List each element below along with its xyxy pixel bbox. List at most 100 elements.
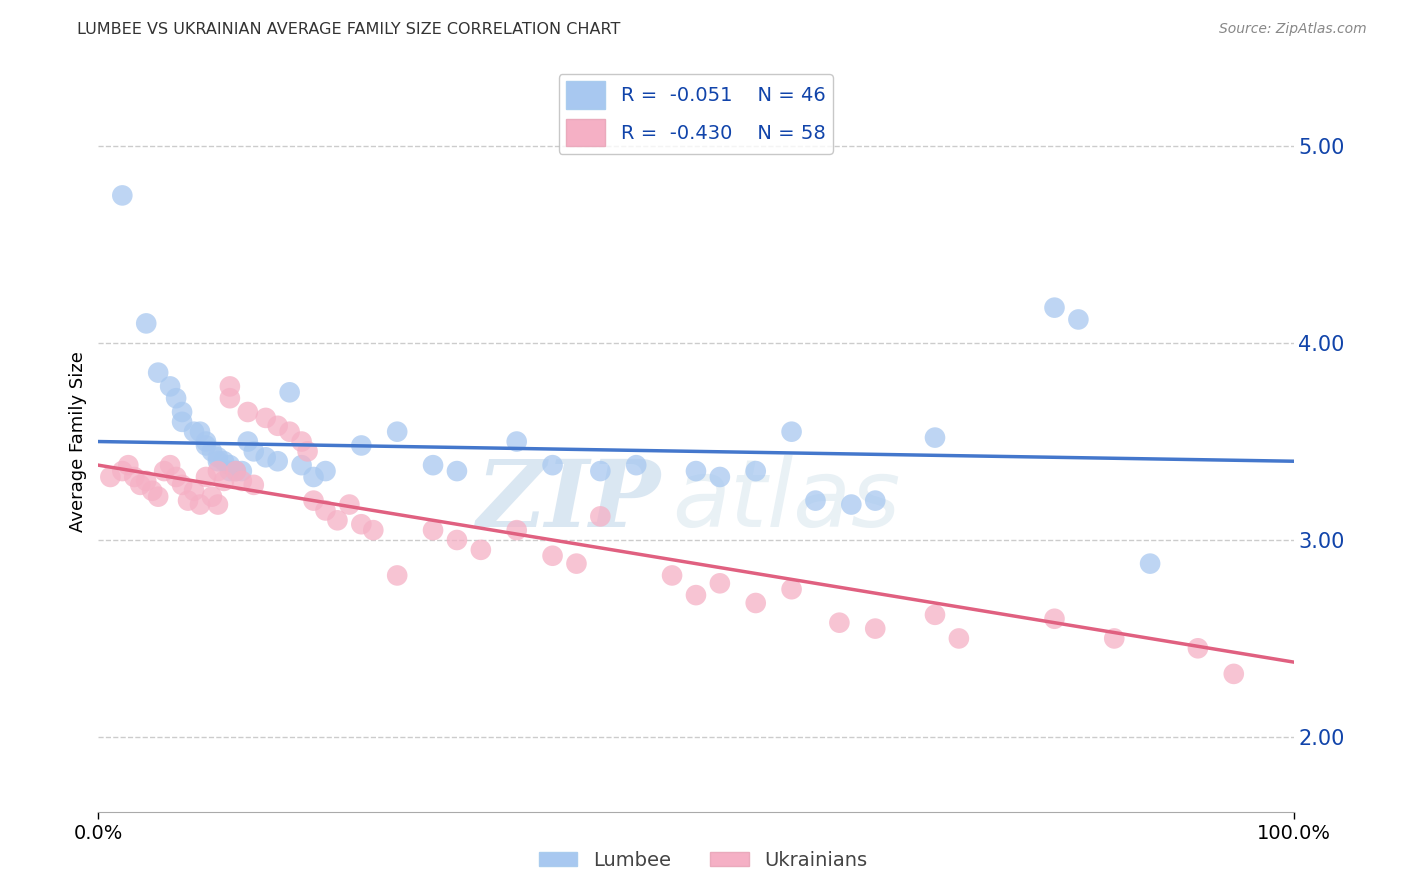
Point bbox=[267, 454, 290, 468]
Point bbox=[267, 418, 290, 433]
Point bbox=[188, 498, 211, 512]
Point bbox=[188, 425, 211, 439]
Point bbox=[315, 464, 337, 478]
Point bbox=[165, 391, 187, 405]
Point bbox=[117, 458, 139, 472]
Point bbox=[1043, 301, 1066, 315]
Point bbox=[446, 533, 468, 547]
Point bbox=[541, 549, 564, 563]
Point bbox=[153, 464, 176, 478]
Point bbox=[804, 493, 827, 508]
Point bbox=[291, 434, 314, 449]
Point bbox=[148, 366, 170, 380]
Point bbox=[302, 470, 325, 484]
Point bbox=[685, 464, 707, 478]
Point bbox=[315, 503, 337, 517]
Point bbox=[565, 557, 588, 571]
Point bbox=[98, 470, 122, 484]
Point bbox=[339, 498, 361, 512]
Y-axis label: Average Family Size: Average Family Size bbox=[69, 351, 87, 532]
Text: atlas: atlas bbox=[672, 455, 900, 546]
Point bbox=[231, 464, 253, 478]
Point bbox=[165, 470, 187, 484]
Text: LUMBEE VS UKRAINIAN AVERAGE FAMILY SIZE CORRELATION CHART: LUMBEE VS UKRAINIAN AVERAGE FAMILY SIZE … bbox=[77, 22, 620, 37]
Point bbox=[135, 474, 157, 488]
Point bbox=[709, 576, 731, 591]
Point bbox=[865, 493, 887, 508]
Point bbox=[541, 458, 564, 472]
Point bbox=[685, 588, 707, 602]
Point bbox=[243, 444, 266, 458]
Point bbox=[212, 474, 235, 488]
Point bbox=[159, 379, 181, 393]
Point bbox=[219, 458, 242, 472]
Point bbox=[207, 498, 229, 512]
Point bbox=[948, 632, 970, 646]
Point bbox=[195, 470, 218, 484]
Point bbox=[111, 464, 134, 478]
Point bbox=[291, 458, 314, 472]
Point bbox=[207, 450, 229, 465]
Point bbox=[1043, 612, 1066, 626]
Point bbox=[183, 425, 205, 439]
Point bbox=[212, 454, 235, 468]
Point bbox=[1187, 641, 1209, 656]
Point bbox=[201, 444, 224, 458]
Point bbox=[470, 542, 492, 557]
Point bbox=[350, 517, 373, 532]
Point bbox=[225, 464, 247, 478]
Point bbox=[195, 434, 218, 449]
Point bbox=[589, 464, 612, 478]
Point bbox=[297, 444, 319, 458]
Point bbox=[589, 509, 612, 524]
Point bbox=[422, 458, 444, 472]
Point bbox=[111, 188, 134, 202]
Point bbox=[841, 498, 863, 512]
Point bbox=[207, 454, 229, 468]
Point bbox=[1139, 557, 1161, 571]
Point bbox=[506, 434, 529, 449]
Point bbox=[135, 317, 157, 331]
Point bbox=[278, 425, 301, 439]
Point bbox=[243, 478, 266, 492]
Point bbox=[219, 379, 242, 393]
Point bbox=[124, 470, 146, 484]
Legend: R =  -0.051    N = 46, R =  -0.430    N = 58: R = -0.051 N = 46, R = -0.430 N = 58 bbox=[558, 74, 834, 154]
Point bbox=[278, 385, 301, 400]
Point bbox=[326, 513, 349, 527]
Point bbox=[924, 431, 946, 445]
Point bbox=[506, 523, 529, 537]
Point bbox=[201, 490, 224, 504]
Point bbox=[446, 464, 468, 478]
Point bbox=[865, 622, 887, 636]
Point bbox=[385, 425, 409, 439]
Point bbox=[207, 464, 229, 478]
Point bbox=[177, 493, 200, 508]
Point bbox=[302, 493, 325, 508]
Point bbox=[780, 425, 803, 439]
Point bbox=[780, 582, 803, 597]
Point bbox=[422, 523, 444, 537]
Point bbox=[254, 411, 277, 425]
Text: Source: ZipAtlas.com: Source: ZipAtlas.com bbox=[1219, 22, 1367, 37]
Point bbox=[172, 415, 194, 429]
Point bbox=[745, 464, 768, 478]
Point bbox=[159, 458, 181, 472]
Point bbox=[1067, 312, 1090, 326]
Legend: Lumbee, Ukrainians: Lumbee, Ukrainians bbox=[531, 843, 875, 878]
Point bbox=[195, 438, 218, 452]
Point bbox=[219, 464, 242, 478]
Point bbox=[236, 434, 259, 449]
Point bbox=[236, 405, 259, 419]
Point bbox=[141, 483, 163, 498]
Point bbox=[1104, 632, 1126, 646]
Text: ZIP: ZIP bbox=[475, 456, 661, 546]
Point bbox=[828, 615, 851, 630]
Point bbox=[363, 523, 385, 537]
Point bbox=[183, 483, 205, 498]
Point bbox=[172, 405, 194, 419]
Point bbox=[924, 607, 946, 622]
Point bbox=[385, 568, 409, 582]
Point bbox=[1223, 666, 1246, 681]
Point bbox=[225, 464, 247, 478]
